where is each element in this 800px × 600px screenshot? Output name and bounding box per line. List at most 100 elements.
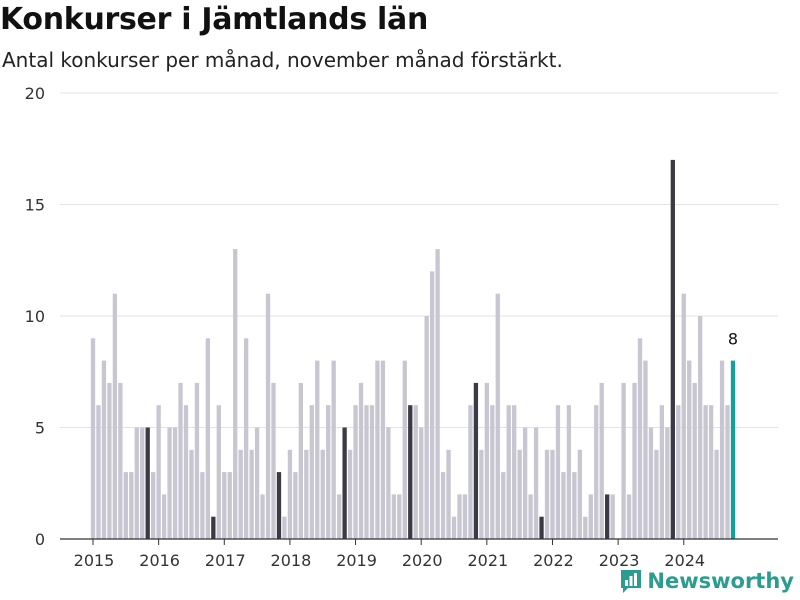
bar	[429, 271, 435, 539]
bar	[397, 494, 402, 539]
x-tick-label: 2017	[205, 551, 246, 570]
x-tick-label: 2015	[74, 551, 115, 570]
bar	[151, 472, 156, 539]
bar	[698, 316, 703, 539]
bar	[123, 472, 128, 539]
newsworthy-logo-icon	[621, 570, 642, 593]
x-tick-label: 2023	[599, 551, 640, 570]
bar	[364, 405, 369, 539]
bar	[172, 427, 178, 539]
bar	[260, 494, 265, 539]
x-tick-label: 2018	[271, 551, 312, 570]
bar	[254, 427, 260, 539]
bar	[161, 494, 167, 539]
x-tick-label: 2024	[664, 551, 705, 570]
x-tick-label: 2021	[467, 551, 508, 570]
y-tick-label: 5	[35, 419, 45, 438]
bar	[167, 427, 172, 539]
bar	[140, 427, 145, 539]
latest-value-label: 8	[728, 330, 738, 349]
bar	[211, 516, 216, 539]
bar	[501, 472, 506, 539]
bar	[265, 293, 271, 539]
bar	[566, 405, 572, 539]
bar	[129, 472, 134, 539]
bar	[719, 360, 725, 539]
bar	[703, 405, 708, 539]
bar	[101, 360, 107, 539]
bar	[178, 382, 183, 539]
newsworthy-logo-text: Newsworthy	[647, 569, 794, 593]
bar	[183, 405, 189, 539]
bar	[692, 382, 697, 539]
bar	[134, 427, 139, 539]
bar	[572, 472, 577, 539]
bar	[659, 405, 665, 539]
bar	[484, 382, 489, 539]
bar	[632, 382, 637, 539]
bar	[522, 427, 528, 539]
bar	[599, 382, 604, 539]
bar	[517, 449, 522, 539]
bar	[462, 494, 468, 539]
bar	[156, 405, 161, 539]
bar	[468, 405, 473, 539]
bar	[413, 405, 418, 539]
newsworthy-logo: Newsworthy	[619, 568, 794, 594]
bar	[730, 360, 736, 539]
bar	[479, 449, 484, 539]
y-tick-label: 15	[25, 196, 45, 215]
bar	[506, 405, 511, 539]
bar	[358, 382, 364, 539]
bar	[621, 382, 626, 539]
bar	[643, 360, 648, 539]
bar	[227, 472, 232, 539]
bar	[708, 405, 714, 539]
bar	[610, 494, 615, 539]
bar	[544, 449, 550, 539]
bar	[687, 360, 692, 539]
y-tick-label: 0	[35, 530, 45, 549]
bar	[594, 405, 599, 539]
bar	[369, 405, 375, 539]
bar	[189, 449, 194, 539]
y-tick-label: 10	[25, 307, 45, 326]
bar	[118, 382, 123, 539]
bar	[495, 293, 500, 539]
bar	[539, 516, 544, 539]
bar	[244, 338, 249, 539]
bar	[315, 360, 320, 539]
bar	[424, 316, 429, 539]
bar	[145, 427, 150, 539]
bar	[233, 249, 238, 539]
bar	[386, 427, 391, 539]
bar	[353, 405, 358, 539]
bar	[555, 405, 561, 539]
bar	[714, 449, 719, 539]
bar	[96, 405, 101, 539]
bar	[271, 382, 276, 539]
bar	[107, 382, 112, 539]
bar	[276, 472, 282, 539]
bar	[375, 360, 380, 539]
chart-title: Konkurser i Jämtlands län	[0, 2, 429, 37]
bar	[194, 382, 200, 539]
bar	[282, 516, 287, 539]
bar	[342, 427, 347, 539]
bar	[725, 405, 730, 539]
bar	[457, 494, 462, 539]
x-tick-label: 2020	[402, 551, 443, 570]
bar	[665, 427, 670, 539]
bar	[605, 494, 610, 539]
bar	[561, 472, 566, 539]
bar	[512, 405, 517, 539]
bar	[577, 449, 582, 539]
bar	[446, 449, 451, 539]
chart-subtitle: Antal konkurser per månad, november måna…	[2, 48, 563, 72]
bar	[391, 494, 396, 539]
bar	[249, 449, 254, 539]
bar	[380, 360, 386, 539]
bar	[287, 449, 293, 539]
x-tick-label: 2022	[533, 551, 574, 570]
